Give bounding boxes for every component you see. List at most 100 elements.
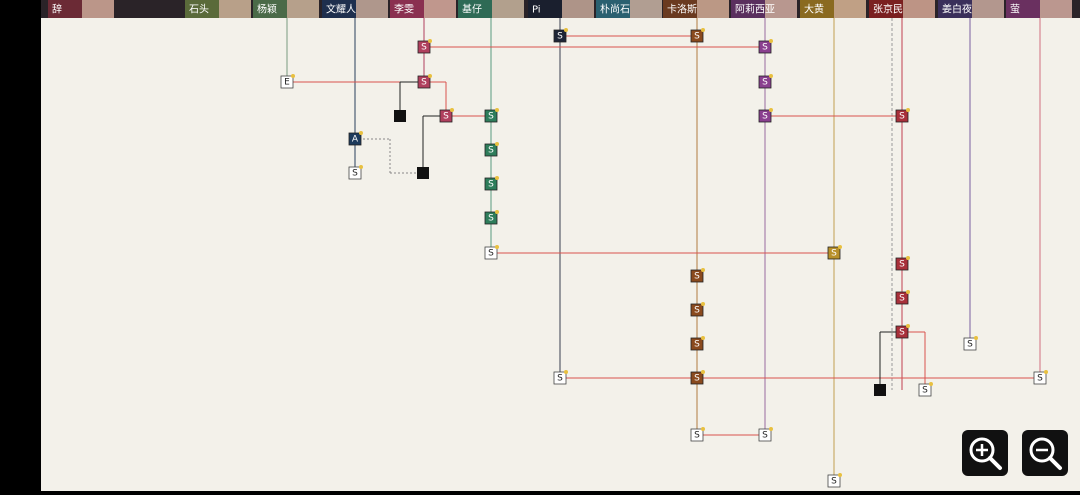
story-node[interactable]: S — [895, 256, 910, 271]
tab-portrait — [697, 0, 729, 18]
node-star — [291, 74, 295, 78]
character-tab[interactable]: Pi — [528, 0, 594, 18]
node-star — [495, 142, 499, 146]
tab-portrait — [1040, 0, 1072, 18]
story-node[interactable]: S — [690, 370, 705, 385]
node-star — [495, 176, 499, 180]
character-tab[interactable]: 朴尚石 — [596, 0, 662, 18]
node-label: S — [694, 431, 700, 441]
story-node[interactable]: S — [918, 382, 933, 397]
node-box — [1033, 371, 1047, 385]
character-tab[interactable]: 姜白夜 — [938, 0, 1004, 18]
node-label: S — [694, 272, 700, 282]
character-tab[interactable]: 卡洛斯 — [663, 0, 729, 18]
node-box — [348, 166, 362, 180]
story-node[interactable]: S — [417, 39, 432, 54]
node-label: S — [762, 43, 768, 53]
character-tab[interactable]: 文耀人 — [322, 0, 388, 18]
story-node[interactable]: S — [895, 290, 910, 305]
story-node[interactable]: S — [690, 427, 705, 442]
node-label: S — [899, 112, 905, 122]
character-tab[interactable]: 辞 — [48, 0, 114, 18]
story-node[interactable]: S — [690, 302, 705, 317]
node-label: S — [557, 374, 563, 384]
story-node[interactable]: S — [827, 473, 842, 488]
story-node[interactable]: S — [484, 176, 499, 191]
node-star — [769, 74, 773, 78]
locked-node — [874, 384, 886, 396]
node-box — [895, 109, 909, 123]
node-label: S — [762, 431, 768, 441]
zoom-out-button[interactable] — [1022, 430, 1068, 476]
story-node[interactable]: E — [280, 74, 295, 89]
story-node[interactable]: S — [758, 74, 773, 89]
node-box — [417, 75, 431, 89]
story-node[interactable]: S — [439, 108, 454, 123]
story-node[interactable]: S — [963, 336, 978, 351]
story-node[interactable]: S — [758, 427, 773, 442]
node-star — [906, 256, 910, 260]
character-tab[interactable]: 基仔 — [458, 0, 524, 18]
story-node[interactable]: S — [348, 165, 363, 180]
tab-portrait — [903, 0, 935, 18]
node-label: S — [922, 386, 928, 396]
character-tab[interactable]: 张京民 — [869, 0, 935, 18]
node-box — [484, 211, 498, 225]
story-node[interactable]: A — [348, 131, 363, 146]
story-node[interactable]: S — [827, 245, 842, 260]
node-box — [690, 29, 704, 43]
node-star — [838, 245, 842, 249]
node-label: S — [1037, 374, 1043, 384]
character-tab[interactable]: 石头 — [185, 0, 251, 18]
story-node[interactable]: S — [895, 108, 910, 123]
character-name: 文耀人 — [326, 3, 356, 16]
node-label: S — [967, 340, 973, 350]
character-name: 辞 — [52, 3, 62, 16]
node-box — [758, 40, 772, 54]
node-box — [690, 337, 704, 351]
tab-portrait — [765, 0, 797, 18]
story-node[interactable]: S — [553, 28, 568, 43]
character-tab[interactable]: 萤 — [1006, 0, 1072, 18]
zoom-in-button[interactable] — [962, 430, 1008, 476]
story-node[interactable]: S — [553, 370, 568, 385]
story-node[interactable]: S — [484, 210, 499, 225]
node-star — [769, 108, 773, 112]
character-name: 张京民 — [873, 3, 903, 16]
story-node[interactable]: S — [484, 108, 499, 123]
story-node[interactable]: S — [895, 324, 910, 339]
tab-portrait — [82, 0, 114, 18]
story-node[interactable]: S — [484, 142, 499, 157]
character-tab[interactable]: 杨颖 — [253, 0, 319, 18]
node-label: S — [488, 112, 494, 122]
node-label: A — [352, 135, 359, 145]
tab-portrait — [834, 0, 866, 18]
story-node[interactable]: S — [690, 336, 705, 351]
node-label: S — [694, 306, 700, 316]
story-node[interactable]: S — [690, 28, 705, 43]
node-star — [769, 427, 773, 431]
character-tab[interactable]: 阿莉西亚 — [731, 0, 797, 18]
character-name: 朴尚石 — [600, 3, 630, 16]
character-tab[interactable]: 李雯 — [390, 0, 456, 18]
nodes: S S S S E S S S S S S A S S S S S S S S S S S S S S S S S S S S — [280, 28, 1048, 488]
node-star — [450, 108, 454, 112]
character-name: 萤 — [1010, 4, 1020, 16]
node-label: S — [899, 260, 905, 270]
character-tab[interactable]: 大黄 — [800, 0, 866, 18]
node-box — [690, 269, 704, 283]
story-node[interactable]: S — [690, 268, 705, 283]
node-label: S — [694, 340, 700, 350]
node-star — [359, 131, 363, 135]
character-name: 李雯 — [394, 3, 414, 16]
node-star — [495, 108, 499, 112]
story-node[interactable]: S — [758, 39, 773, 54]
node-label: S — [694, 32, 700, 42]
node-box — [484, 177, 498, 191]
node-box — [280, 75, 294, 89]
story-node[interactable]: S — [484, 245, 499, 260]
story-node[interactable]: S — [417, 74, 432, 89]
story-node[interactable]: S — [758, 108, 773, 123]
node-star — [428, 74, 432, 78]
story-node[interactable]: S — [1033, 370, 1048, 385]
